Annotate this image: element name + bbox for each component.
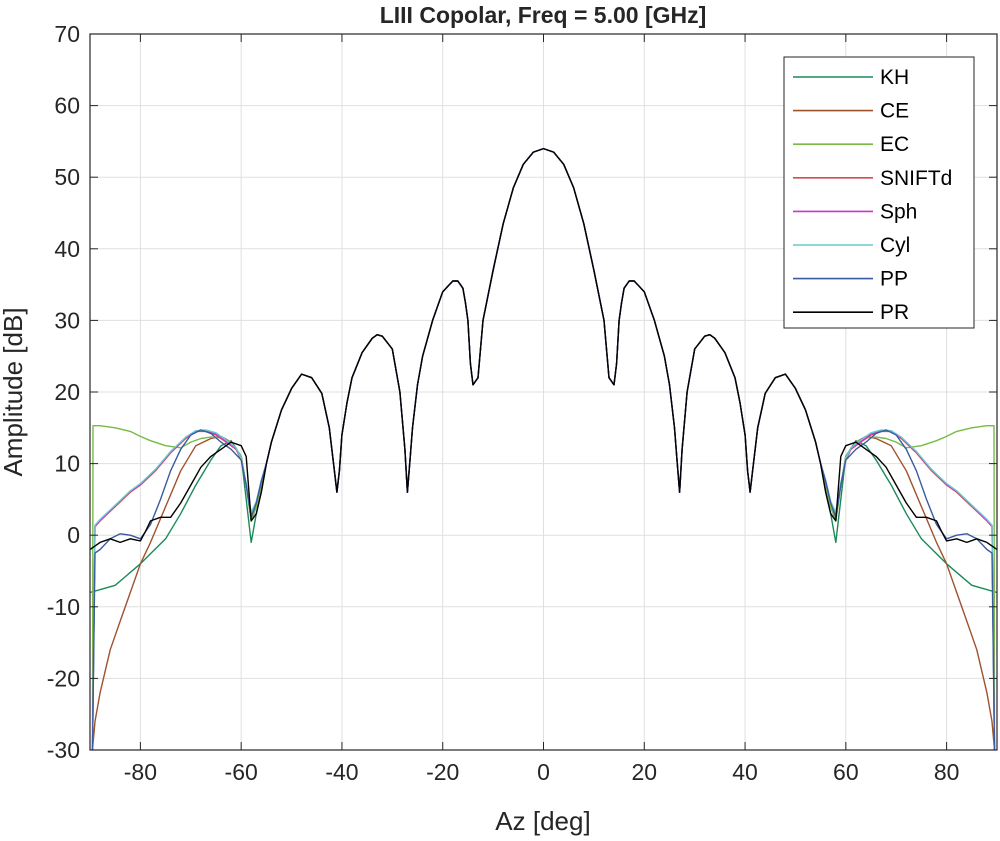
legend-box [783, 56, 975, 329]
y-axis-label: Amplitude [dB] [0, 307, 28, 476]
y-tick-label: 50 [54, 164, 80, 190]
legend-label-kh: KH [880, 66, 909, 89]
y-tick-label: 30 [54, 307, 80, 333]
y-tick-label: -10 [47, 594, 80, 620]
legend-label-sph: Sph [880, 200, 917, 223]
legend: KH CE EC SNIFTd Sph Cyl PP PR [783, 56, 975, 329]
x-tick-label: 0 [537, 759, 550, 785]
x-tick-label: -40 [325, 759, 358, 785]
legend-label-sniftd: SNIFTd [880, 167, 952, 190]
y-tick-label: 70 [54, 21, 80, 47]
x-tick-label: 40 [732, 759, 758, 785]
chart-title: LIII Copolar, Freq = 5.00 [GHz] [380, 2, 707, 28]
y-tick-label: 20 [54, 379, 80, 405]
x-tick-label: -60 [225, 759, 258, 785]
x-tick-label: -20 [426, 759, 459, 785]
x-tick-label: 60 [833, 759, 859, 785]
legend-label-ec: EC [880, 133, 909, 156]
legend-label-ce: CE [880, 100, 909, 123]
series-line-pr [90, 147, 997, 551]
y-tick-label: 40 [54, 236, 80, 262]
series-layer [90, 147, 997, 750]
y-tick-label: -30 [47, 737, 80, 763]
y-tick-label: 10 [54, 451, 80, 477]
x-tick-label: 80 [934, 759, 960, 785]
legend-label-pr: PR [880, 301, 909, 324]
y-tick-label: 0 [67, 522, 80, 548]
x-axis-label: Az [deg] [495, 806, 590, 836]
y-tick-label: 60 [54, 93, 80, 119]
legend-label-pp: PP [880, 268, 908, 291]
legend-label-cyl: Cyl [880, 234, 910, 257]
y-tick-label: -20 [47, 665, 80, 691]
ticks: -80 -60 -40 -20 0 20 40 60 80 -30 -20 -10 0 10 20 30 40 5… [47, 21, 997, 785]
x-tick-label: 20 [631, 759, 657, 785]
x-tick-label: -80 [124, 759, 157, 785]
